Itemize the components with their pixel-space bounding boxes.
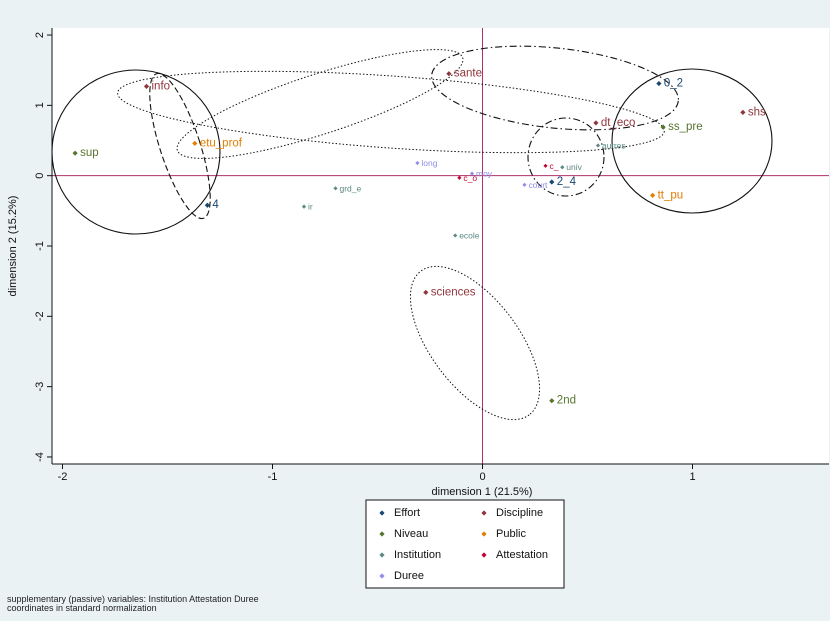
y-tick-label: -1 — [34, 241, 46, 251]
point-label-univ: univ — [566, 162, 582, 172]
data-point-ss_pre — [660, 124, 666, 130]
y-tick-label: -3 — [34, 382, 46, 392]
data-point-long — [415, 160, 420, 166]
group-ellipse-dashdot-top — [431, 45, 679, 131]
group-ellipse-dotted-tilted — [176, 49, 464, 159]
data-point-info — [143, 83, 150, 89]
legend-label-discipline: Discipline — [496, 507, 543, 519]
legend-label-effort: Effort — [394, 507, 420, 519]
data-point-court — [522, 182, 527, 187]
x-tick-label: -1 — [268, 471, 278, 483]
legend-marker-institution — [379, 552, 385, 558]
x-tick-label: 0 — [479, 471, 485, 483]
legend-marker-niveau — [379, 531, 385, 537]
point-label-ecole: ecole — [459, 230, 480, 240]
data-point-tt_pu — [650, 192, 656, 198]
note-supplementary: supplementary (passive) variables: Insti… — [7, 594, 259, 604]
point-label-sante: sante — [454, 68, 482, 80]
point-label-2nd: 2nd — [557, 395, 576, 407]
data-point-2nd — [549, 398, 555, 404]
point-label-ss_pre: ss_pre — [668, 121, 703, 133]
legend-marker-attestation — [481, 552, 487, 558]
data-point-0_2 — [656, 80, 662, 87]
y-tick-label: 0 — [34, 173, 46, 179]
note-normalization: coordinates in standard normalization — [7, 603, 157, 613]
point-label-4: 4 — [212, 199, 219, 211]
point-label-tt_pu: tt_pu — [658, 189, 684, 201]
x-tick-label: 1 — [689, 471, 695, 483]
legend-label-attestation: Attestation — [496, 549, 548, 561]
legend-label-institution: Institution — [394, 549, 441, 561]
y-tick-label: 1 — [34, 102, 46, 108]
point-label-2_4: 2_4 — [557, 176, 577, 188]
point-label-sciences: sciences — [431, 286, 476, 298]
point-label-c_: c_ — [550, 161, 559, 171]
group-ellipse-solid-left — [51, 69, 221, 235]
data-point-sciences — [423, 289, 429, 296]
point-label-etu_prof: etu_prof — [200, 137, 243, 149]
data-point-autres — [595, 143, 601, 148]
point-label-dt_eco: dt_eco — [601, 117, 636, 129]
group-ellipse-dashed-info — [149, 72, 211, 220]
data-point-etu_prof — [192, 140, 198, 146]
legend-marker-effort — [379, 510, 385, 516]
legend-box — [365, 499, 565, 589]
point-label-moy: moy — [476, 169, 493, 179]
data-point-grd_e — [333, 186, 338, 191]
point-label-info: info — [152, 80, 171, 92]
point-label-shs: shs — [748, 106, 766, 118]
data-point-2_4 — [549, 179, 555, 185]
data-point-4 — [204, 202, 210, 208]
data-point-univ — [560, 165, 565, 170]
data-point-ir — [301, 204, 307, 209]
x-axis-label: dimension 1 (21.5%) — [432, 486, 533, 498]
legend-label-duree: Duree — [394, 570, 424, 582]
point-label-autres: autres — [602, 140, 626, 150]
y-tick-label: -2 — [34, 311, 46, 321]
legend: Effort Discipline Niveau Public Institution A… — [365, 499, 565, 589]
data-point-shs — [740, 109, 746, 115]
group-ellipse-solid-right — [611, 68, 773, 214]
x-tick-label: -2 — [58, 471, 68, 483]
y-tick-label: -4 — [34, 452, 46, 462]
point-label-long: long — [421, 158, 437, 168]
legend-marker-public — [481, 531, 487, 537]
point-label-ir: ir — [308, 202, 313, 212]
legend-label-niveau: Niveau — [394, 528, 428, 540]
legend-marker-discipline — [481, 510, 487, 516]
group-ellipse-dotted-wide — [117, 70, 665, 154]
y-axis-label: dimension 2 (15.2%) — [7, 196, 19, 297]
point-label-sup: sup — [80, 147, 99, 159]
point-label-c_o: c_o — [463, 173, 477, 183]
point-label-0_2: 0_2 — [664, 78, 683, 90]
group-ellipse-dashdot-center — [527, 117, 605, 197]
legend-label-public: Public — [496, 528, 526, 540]
data-point-c_o — [457, 175, 462, 180]
data-point-moy — [469, 171, 475, 176]
y-tick-label: 2 — [34, 32, 46, 38]
point-label-grd_e: grd_e — [340, 183, 362, 193]
point-label-court: court — [529, 180, 549, 190]
legend-marker-duree — [379, 573, 385, 579]
plot-area — [52, 28, 829, 464]
data-point-dt_eco — [593, 120, 599, 126]
data-point-ecole — [453, 233, 458, 238]
data-point-sup — [72, 150, 78, 156]
data-point-sante — [446, 71, 452, 77]
data-point-c_ — [543, 163, 548, 168]
group-ellipse-dotted-bottom — [409, 265, 541, 421]
